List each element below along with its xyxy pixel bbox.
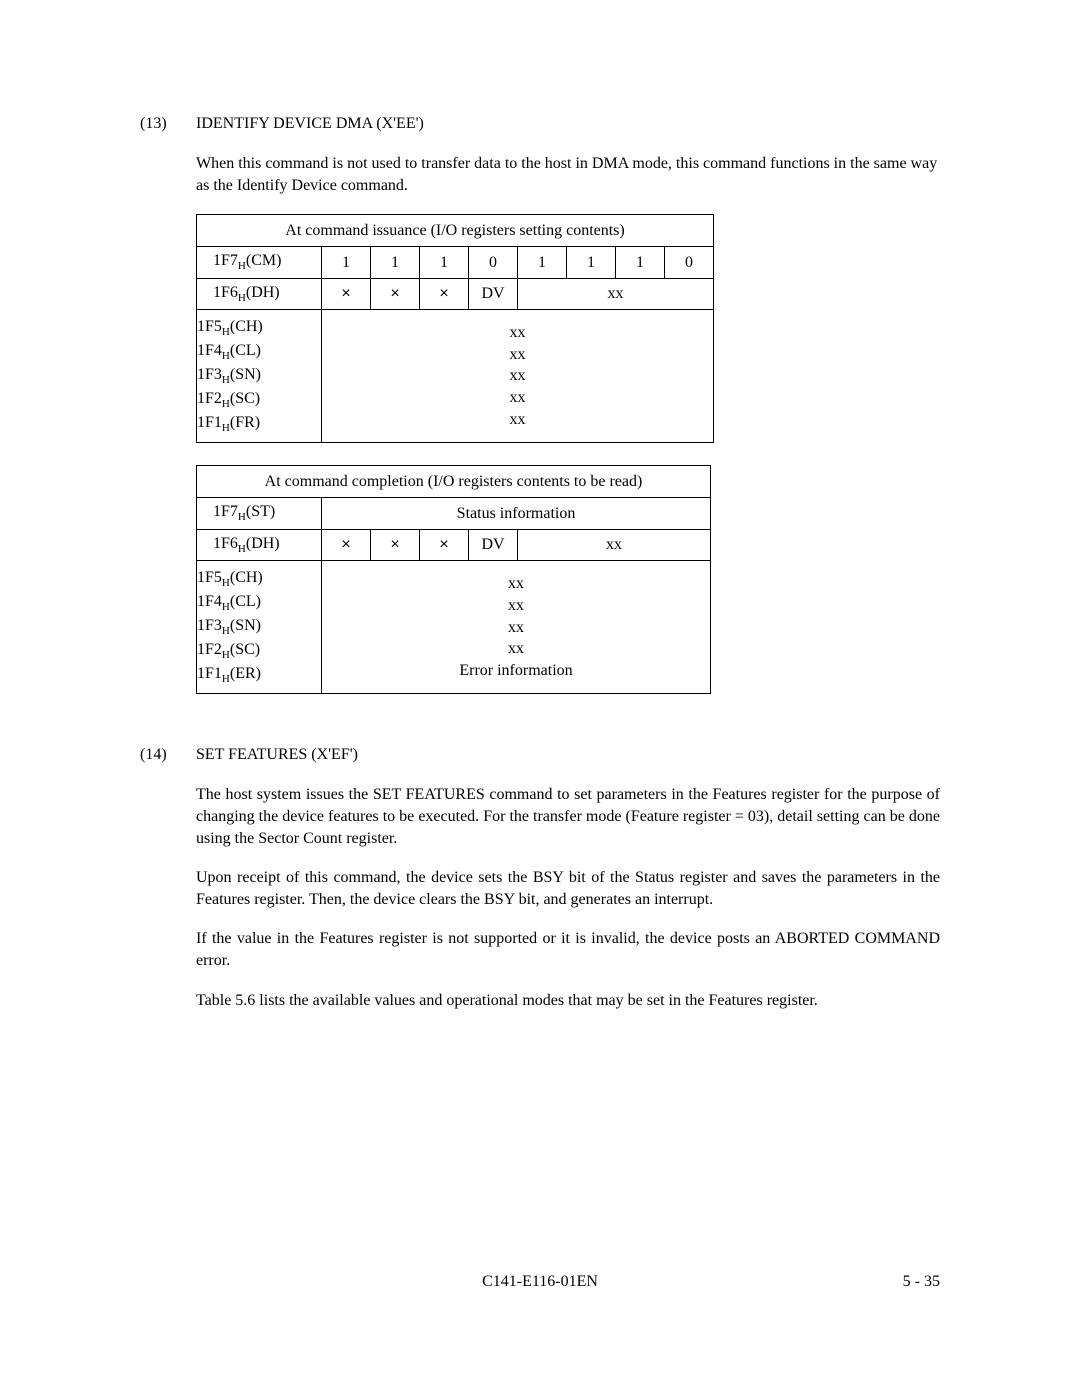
section-14-title: SET FEATURES (X'EF') [196, 746, 940, 764]
table-command-issuance: At command issuance (I/O registers setti… [196, 214, 714, 443]
table1-cm-b4: 0 [469, 247, 518, 278]
page: (13) IDENTIFY DEVICE DMA (X'EE') When th… [0, 0, 1080, 1397]
section-13-para-1: When this command is not used to transfe… [196, 153, 940, 196]
table1-cm-b6: 1 [371, 247, 420, 278]
section-13-heading: (13) IDENTIFY DEVICE DMA (X'EE') [140, 115, 940, 133]
table1-dh-c1: × [322, 278, 371, 309]
page-footer: C141-E116-01EN 5 - 35 [140, 1273, 940, 1297]
footer-doc-id: C141-E116-01EN [140, 1273, 940, 1291]
table2-dh-c1: × [322, 529, 371, 560]
table1-cm-b1: 1 [616, 247, 665, 278]
table2-st-value: Status information [322, 498, 711, 529]
table2-caption: At command completion (I/O registers con… [197, 466, 711, 498]
table1-dh-label: 1F6H(DH) [197, 278, 322, 309]
table2-multi-labels: 1F5H(CH) 1F4H(CL) 1F3H(SN) 1F2H(SC) 1F1H… [197, 561, 322, 694]
table2-st-label: 1F7H(ST) [197, 498, 322, 529]
section-14-para-2: Upon receipt of this command, the device… [196, 867, 940, 910]
table1-dh-c58: xx [518, 278, 714, 309]
section-14-heading: (14) SET FEATURES (X'EF') [140, 746, 940, 764]
table1-dh-c4: DV [469, 278, 518, 309]
table1-cm-b5: 1 [420, 247, 469, 278]
table1-dh-c2: × [371, 278, 420, 309]
section-14-para-3: If the value in the Features register is… [196, 928, 940, 971]
table2-dh-c4: DV [469, 529, 518, 560]
table1-cm-b3: 1 [518, 247, 567, 278]
table2-dh-c2: × [371, 529, 420, 560]
section-13-number: (13) [140, 115, 196, 133]
table2-multi-values: xx xx xx xx Error information [322, 561, 711, 694]
table1-cm-b7: 1 [322, 247, 371, 278]
table2-dh-c58: xx [518, 529, 711, 560]
section-13-title: IDENTIFY DEVICE DMA (X'EE') [196, 115, 940, 133]
table2-dh-c3: × [420, 529, 469, 560]
section-14-number: (14) [140, 746, 196, 764]
table1-cm-b2: 1 [567, 247, 616, 278]
table1-multi-values: xx xx xx xx xx [322, 310, 714, 443]
footer-page-number: 5 - 35 [903, 1273, 940, 1291]
table1-multi-labels: 1F5H(CH) 1F4H(CL) 1F3H(SN) 1F2H(SC) 1F1H… [197, 310, 322, 443]
spacer [140, 716, 940, 746]
table2-dh-label: 1F6H(DH) [197, 529, 322, 560]
section-14-para-4: Table 5.6 lists the available values and… [196, 990, 940, 1012]
table1-caption: At command issuance (I/O registers setti… [197, 215, 714, 247]
table1-dh-c3: × [420, 278, 469, 309]
table1-cm-label: 1F7H(CM) [197, 247, 322, 278]
section-14-para-1: The host system issues the SET FEATURES … [196, 784, 940, 849]
table-command-completion: At command completion (I/O registers con… [196, 465, 711, 694]
table1-cm-b0: 0 [665, 247, 714, 278]
